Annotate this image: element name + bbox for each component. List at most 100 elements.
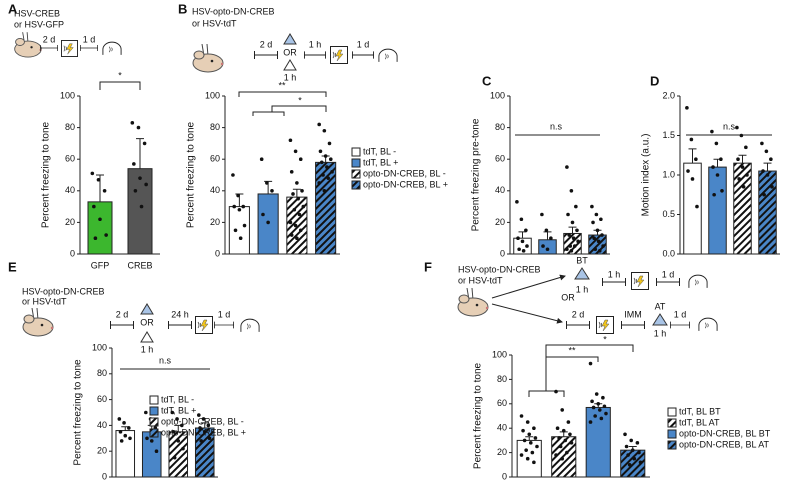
legend-label: tdT, BL BT: [679, 406, 721, 416]
protocol-text: or HSV-tdT: [458, 275, 503, 285]
legend-swatch: [667, 418, 677, 428]
y-tick-label: 0: [215, 248, 220, 258]
protocol-text: IMM: [624, 309, 642, 319]
data-point: [317, 181, 321, 185]
data-point: [527, 432, 532, 437]
data-point: [123, 433, 128, 438]
significance: *: [298, 95, 302, 105]
data-point: [327, 141, 332, 146]
protocol-text: 1 h: [576, 284, 589, 294]
interval: [566, 321, 590, 329]
data-point: [570, 220, 575, 225]
data-point: [594, 392, 599, 396]
y-tick-label: 0: [102, 471, 107, 481]
data-point: [764, 149, 769, 154]
data-point: [201, 417, 206, 421]
data-point: [567, 233, 571, 237]
error-bar: [525, 436, 534, 441]
data-point: [301, 204, 306, 209]
data-point: [695, 204, 699, 209]
protocol-text: 1 d: [357, 39, 370, 49]
data-point: [737, 177, 741, 181]
interval: [80, 44, 98, 52]
light-triangle: [283, 33, 297, 45]
protocol-text: OR: [283, 47, 297, 57]
data-point: [565, 165, 569, 169]
data-point: [132, 162, 136, 166]
shock-box: [61, 40, 78, 57]
data-point: [298, 157, 303, 161]
data-point: [735, 125, 739, 130]
data-point: [560, 456, 565, 461]
data-point: [524, 448, 528, 452]
data-point: [122, 421, 126, 425]
data-point: [588, 361, 593, 366]
data-point: [744, 145, 748, 150]
shock-box: [631, 272, 649, 290]
data-point: [202, 430, 207, 434]
y-tick-label: 40: [65, 185, 75, 195]
data-point: [171, 430, 176, 434]
data-point: [241, 204, 246, 209]
data-point: [571, 236, 576, 240]
legend-label: tdT, BL AT: [679, 417, 720, 427]
protocol-text: 1 d: [674, 309, 687, 319]
significance: n.s: [723, 121, 736, 131]
data-point: [180, 423, 184, 428]
data-point: [289, 233, 294, 237]
data-point: [519, 217, 524, 222]
data-point: [521, 249, 526, 253]
data-point: [736, 157, 740, 161]
data-point: [569, 189, 574, 193]
protocol-text: OR: [561, 292, 575, 302]
data-point: [565, 247, 569, 252]
y-tick-label: 100: [490, 90, 505, 100]
error-bar: [292, 188, 301, 198]
data-point: [172, 455, 177, 460]
data-point: [237, 207, 242, 212]
data-point: [604, 411, 608, 416]
data-point: [325, 165, 329, 169]
legend-label: opto-DN-CREB, BL +: [161, 427, 246, 437]
legend-label: opto-DN-CREB, BL AT: [679, 439, 770, 449]
data-point: [591, 220, 595, 225]
data-point: [561, 428, 566, 433]
data-point: [566, 212, 570, 217]
data-point: [563, 438, 568, 443]
y-tick-label: 20: [497, 447, 507, 457]
data-point: [535, 444, 539, 449]
interval: [168, 321, 192, 329]
legend-label: tdT, BL +: [161, 405, 196, 415]
protocol-text: HSV-CREB: [14, 8, 60, 18]
legend-swatch: [149, 428, 159, 438]
data-point: [138, 176, 142, 180]
data-point: [770, 185, 774, 189]
data-point: [519, 453, 524, 457]
data-point: [293, 223, 298, 228]
data-point: [322, 189, 327, 193]
bracket: [99, 81, 141, 90]
light-triangle: [140, 331, 154, 343]
data-point: [599, 217, 603, 222]
data-point: [90, 171, 95, 176]
legend-label: tdT, BL -: [363, 146, 396, 156]
data-point: [288, 138, 293, 143]
data-point: [261, 212, 265, 217]
data-point: [525, 420, 530, 424]
bar: [585, 406, 611, 478]
data-point: [298, 228, 303, 233]
data-point: [557, 436, 561, 440]
data-point: [317, 122, 321, 127]
data-point: [238, 236, 243, 240]
y-axis-label: Percent freezing to tone: [73, 359, 84, 466]
data-point: [176, 439, 181, 443]
legend-swatch: [667, 429, 677, 439]
y-tick-label: 60: [497, 398, 507, 408]
data-point: [690, 177, 695, 181]
legend-label: opto-DN-CREB, BL BT: [679, 428, 771, 438]
data-point: [761, 169, 765, 173]
data-point: [541, 244, 545, 248]
light-triangle: [574, 267, 590, 280]
mouse-icon: [457, 288, 489, 317]
